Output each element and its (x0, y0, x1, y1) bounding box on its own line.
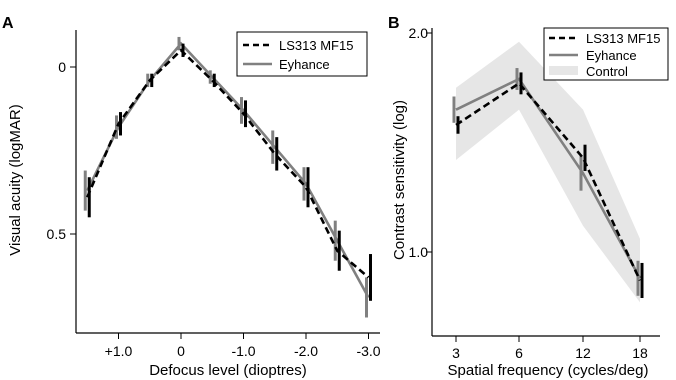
panel-b-band-layer (456, 41, 640, 303)
panel-a-x-axis-label: Defocus level (dioptres) (149, 362, 307, 379)
panel-a-plot-area (83, 36, 372, 318)
panel-b-control-band (456, 41, 640, 303)
panel-a-x-tick-label: 0 (177, 343, 185, 359)
panel-b-plot-area (452, 68, 644, 298)
panel-b-legend: LS313 MF15 Eyhance Control (543, 27, 669, 81)
panel-b-legend-key-control (549, 66, 578, 75)
panel-a-series-line-ls313-mf15 (86, 48, 370, 279)
panel-a-legend-label-ls313: LS313 MF15 (279, 38, 353, 53)
panel-b-y-axis-label: Contrast sensitivity (log) (391, 100, 408, 260)
panel-a-y-ticks: 00.5 (47, 59, 76, 242)
panel-b-x-tick-label: 18 (632, 345, 648, 361)
panel-a-legend: LS313 MF15 Eyhance (236, 31, 368, 77)
panel-b-y-tick-label: 1.0 (409, 244, 429, 260)
panel-a-y-axis-label: Visual acuity (logMAR) (7, 104, 24, 255)
panel-a-series-line-eyhance (86, 41, 370, 299)
panel-b-x-tick-label: 12 (575, 345, 591, 361)
panel-b-legend-label-eyhance: Eyhance (586, 48, 637, 63)
panel-b-x-axis-label: Spatial frequency (cycles/deg) (448, 362, 649, 379)
panel-b-legend-label-ls313: LS313 MF15 (586, 31, 660, 46)
panel-b-y-tick-label: 2.0 (409, 25, 429, 41)
panel-b-series-line-eyhance (455, 77, 642, 279)
panel-a-x-tick-label: -3.0 (356, 343, 380, 359)
panel-a-y-tick-label: 0.5 (47, 226, 67, 242)
panel-a-x-tick-label: -2.0 (294, 343, 318, 359)
panel-b-x-tick-label: 3 (452, 345, 460, 361)
panel-b-y-ticks: 1.0 2.0 (409, 25, 432, 260)
panel-a-legend-box (236, 31, 368, 77)
panel-b-x-tick-label: 6 (515, 345, 523, 361)
panel-b-legend-label-control: Control (586, 64, 628, 79)
panel-b-x-ticks: 3 6 12 18 (452, 336, 648, 361)
panel-a: A +1.0 0 -1.0 -2.0 -3.0 00.5 Defocus level (… (2, 15, 381, 379)
panel-a-legend-label-eyhance: Eyhance (279, 57, 330, 72)
panel-b-label: B (388, 15, 400, 32)
panel-b: B 3 6 12 18 1.0 2.0 Spatial frequency (cycle… (388, 15, 669, 379)
panel-a-x-tick-label: -1.0 (231, 343, 255, 359)
panel-a-x-ticks: +1.0 0 -1.0 -2.0 -3.0 (105, 333, 381, 359)
panel-a-label: A (2, 15, 14, 32)
panel-b-series-line-ls313-mf15 (455, 81, 642, 282)
panel-a-y-tick-label: 0 (58, 59, 66, 75)
panel-a-x-tick-label: +1.0 (105, 343, 133, 359)
